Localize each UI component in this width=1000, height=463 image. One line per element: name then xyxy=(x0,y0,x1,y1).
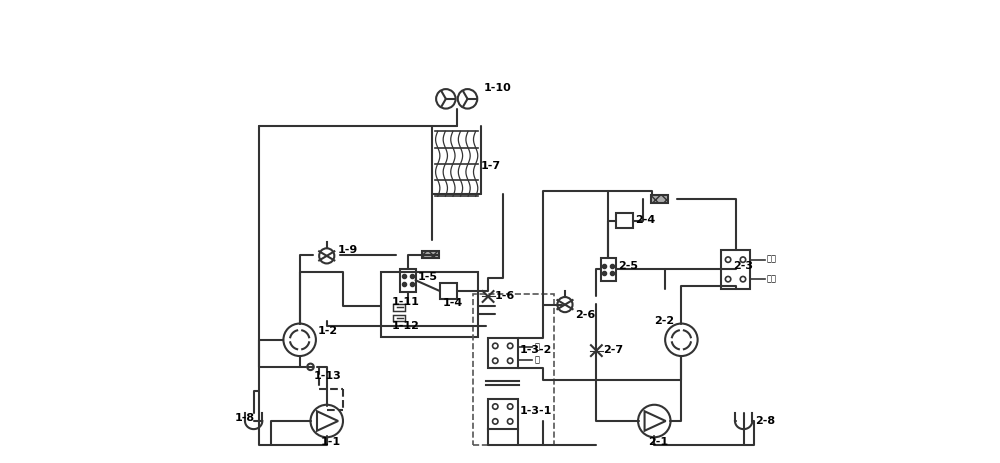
Text: 2-1: 2-1 xyxy=(648,438,668,447)
Bar xyxy=(381,272,478,337)
Bar xyxy=(651,195,668,202)
Bar xyxy=(616,213,633,228)
Text: 2-6: 2-6 xyxy=(575,310,595,320)
Bar xyxy=(393,304,405,311)
Bar xyxy=(601,258,616,281)
Text: 2-5: 2-5 xyxy=(618,262,638,271)
Text: 2-2: 2-2 xyxy=(654,316,674,325)
Text: 1-8: 1-8 xyxy=(235,413,255,423)
Bar xyxy=(400,269,416,292)
Bar xyxy=(721,250,750,289)
Bar xyxy=(488,338,518,368)
Text: 2-8: 2-8 xyxy=(756,416,776,425)
Text: 水: 水 xyxy=(534,355,539,364)
Text: 1-11: 1-11 xyxy=(392,297,420,307)
Bar xyxy=(422,251,439,258)
Text: 1-3-1: 1-3-1 xyxy=(520,406,552,416)
Text: 2-3: 2-3 xyxy=(733,262,753,271)
Text: 1-7: 1-7 xyxy=(481,161,501,171)
Text: 1-13: 1-13 xyxy=(313,371,341,381)
Text: 1-2: 1-2 xyxy=(318,326,338,337)
Bar xyxy=(488,399,518,429)
Bar xyxy=(473,294,554,445)
Text: 2-4: 2-4 xyxy=(635,215,656,225)
Bar xyxy=(440,283,457,299)
Text: 1-5: 1-5 xyxy=(418,272,438,282)
Text: 1-9: 1-9 xyxy=(338,245,358,255)
Text: 水水: 水水 xyxy=(767,255,777,264)
Text: 2-7: 2-7 xyxy=(603,345,623,355)
Bar xyxy=(393,315,405,321)
Text: 水: 水 xyxy=(534,342,539,351)
Text: 1-12: 1-12 xyxy=(392,321,420,331)
Text: 1-3-2: 1-3-2 xyxy=(520,345,552,355)
Text: 1-10: 1-10 xyxy=(484,83,512,93)
Text: 1-6: 1-6 xyxy=(495,291,515,301)
Text: 1-4: 1-4 xyxy=(443,298,463,308)
Text: 水水: 水水 xyxy=(767,274,777,283)
Text: 1-1: 1-1 xyxy=(320,438,340,447)
